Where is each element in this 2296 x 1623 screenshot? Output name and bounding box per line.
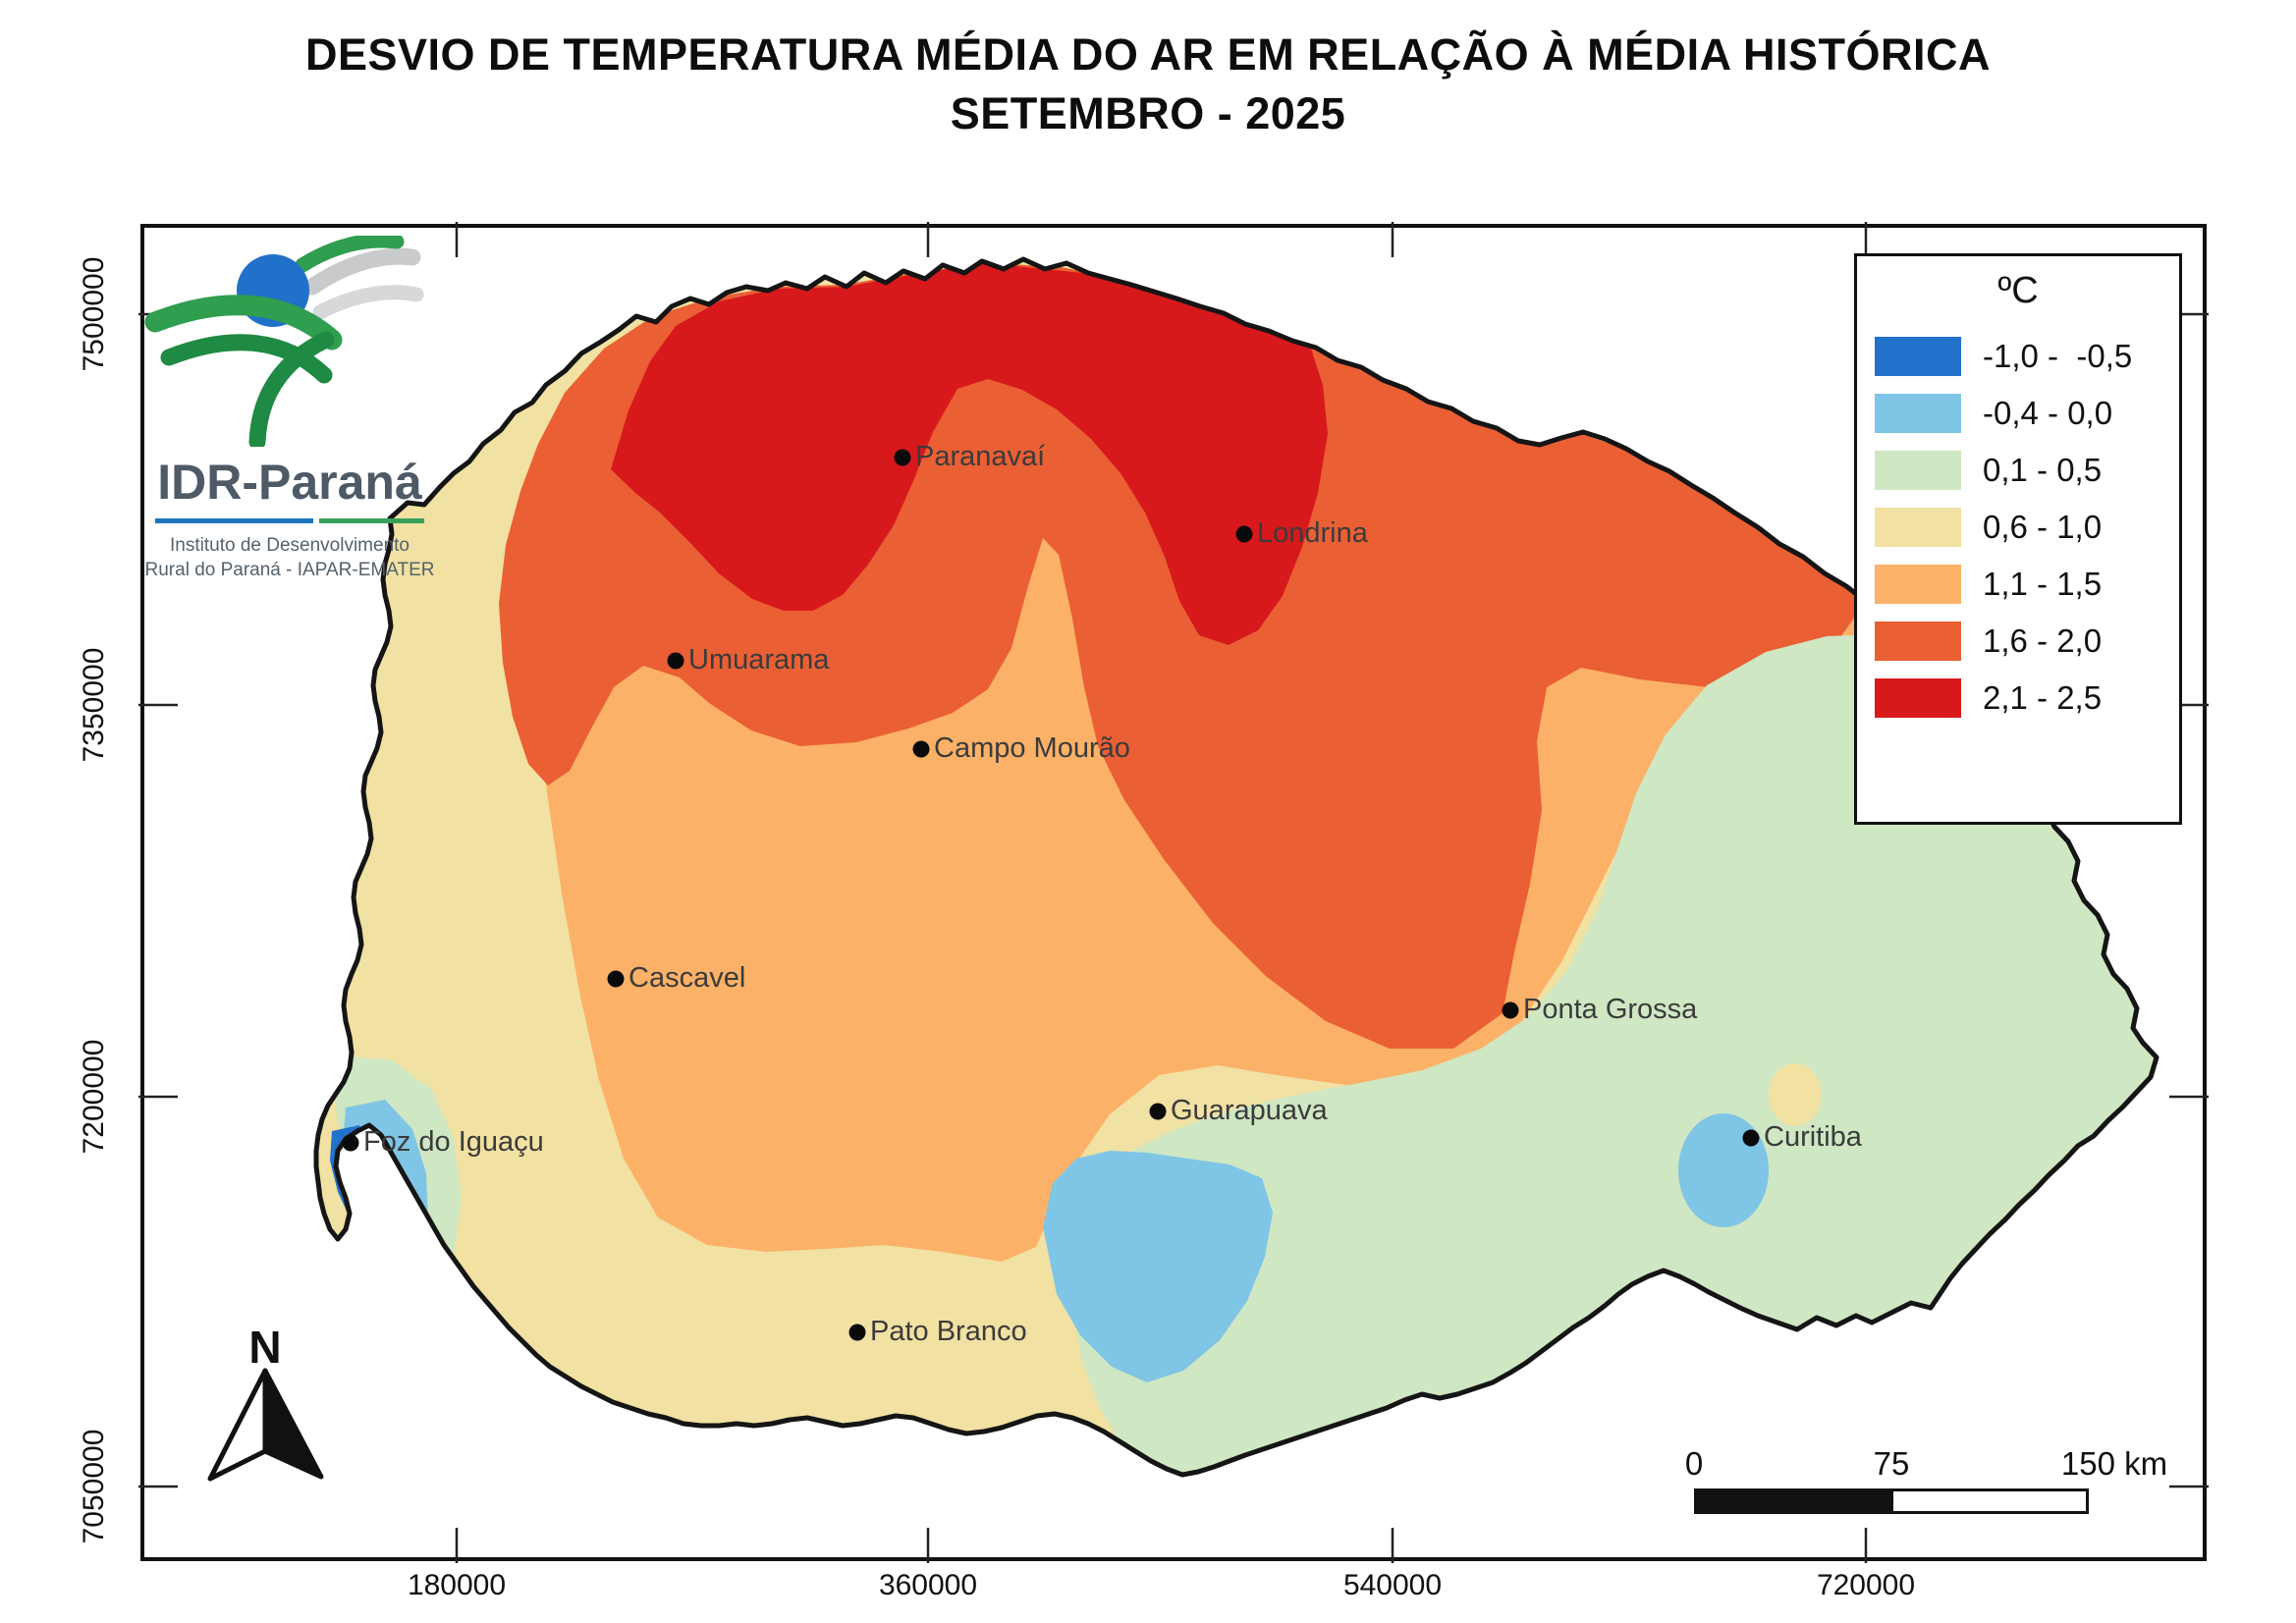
map-title-block: DESVIO DE TEMPERATURA MÉDIA DO AR EM REL…	[0, 26, 2296, 143]
legend-label-5: 1,6 - 2,0	[1983, 622, 2103, 659]
logo-blade-gray-2	[312, 285, 424, 320]
city-label-Paranavaí: Paranavaí	[915, 441, 1045, 472]
city-dot-Foz do Iguaçu	[342, 1134, 359, 1152]
region-green-east	[1072, 634, 2157, 1475]
logo-subtitle-line1: Instituto de Desenvolvimento	[170, 535, 410, 556]
legend-label-3: 0,6 - 1,0	[1983, 509, 2103, 545]
north-arrow: N	[207, 1322, 324, 1482]
city-label-Pato Branco: Pato Branco	[870, 1316, 1027, 1347]
legend-label-1: -0,4 - 0,0	[1983, 395, 2113, 431]
y-axis-label-0: 7500000	[78, 256, 110, 372]
logo-divider	[155, 518, 424, 523]
city-dot-Pato Branco	[848, 1324, 866, 1341]
region-blue-curitiba-blob	[1678, 1113, 1769, 1227]
legend-row-5: 1,6 - 2,0	[1857, 613, 2179, 670]
x-axis-label-2: 540000	[1342, 1569, 1443, 1601]
logo-subtitle-line2: Rural do Paraná - IAPAR-EMATER	[144, 560, 435, 580]
logo-divider-blue	[155, 518, 313, 523]
idr-parana-logo: IDR-Paraná Instituto de Desenvolvimento …	[137, 233, 442, 582]
legend-swatch-4	[1875, 565, 1961, 604]
legend-label-6: 2,1 - 2,5	[1983, 679, 2103, 716]
state-outline	[313, 256, 2159, 1478]
scalebar-label-75: 75	[1873, 1445, 1910, 1482]
y-axis-label-1: 7350000	[78, 647, 110, 763]
legend-swatch-1	[1875, 394, 1961, 433]
city-label-Ponta Grossa: Ponta Grossa	[1523, 994, 1698, 1025]
city-dot-Londrina	[1235, 525, 1253, 543]
legend-label-0: -1,0 - -0,5	[1983, 338, 2133, 374]
y-axis-label-2: 7200000	[78, 1039, 110, 1155]
legend-swatch-5	[1875, 622, 1961, 661]
legend-title: ºC	[1997, 270, 2039, 311]
city-dot-Guarapuava	[1149, 1103, 1167, 1120]
scalebar-label-150: 150 km	[2060, 1445, 2168, 1482]
legend-row-4: 1,1 - 1,5	[1857, 556, 2179, 613]
city-label-Guarapuava: Guarapuava	[1171, 1095, 1328, 1126]
city-label-Cascavel: Cascavel	[629, 962, 745, 994]
x-axis-label-0: 180000	[407, 1569, 507, 1601]
legend-label-4: 1,1 - 1,5	[1983, 566, 2103, 602]
legend-swatch-0	[1875, 337, 1961, 376]
legend-row-0: -1,0 - -0,5	[1857, 328, 2179, 385]
city-dot-Umuarama	[667, 652, 684, 670]
city-dot-Paranavaí	[894, 449, 911, 466]
legend-swatch-6	[1875, 678, 1961, 718]
y-axis-label-3: 7050000	[78, 1429, 110, 1544]
scalebar	[1694, 1488, 2089, 1514]
city-markers: Paranavaí Londrina Umuarama Campo Mourão Cas…	[342, 441, 1863, 1347]
region-yellow-curitiba-blob	[1769, 1063, 1822, 1126]
city-dot-Curitiba	[1742, 1129, 1760, 1147]
city-label-Londrina: Londrina	[1257, 517, 1369, 549]
logo-blade-green-down	[248, 331, 335, 451]
legend-row-6: 2,1 - 2,5	[1857, 670, 2179, 727]
north-arrow-right-half	[262, 1368, 324, 1480]
city-dot-Ponta Grossa	[1502, 1001, 1519, 1019]
legend-label-2: 0,1 - 0,5	[1983, 452, 2103, 488]
x-axis-label-3: 720000	[1816, 1569, 1916, 1601]
legend-rows: -1,0 - -0,5 -0,4 - 0,0 0,1 - 0,5 0,6 - 1,0 1…	[1857, 328, 2179, 727]
city-label-Curitiba: Curitiba	[1764, 1121, 1863, 1153]
map-title-line1: DESVIO DE TEMPERATURA MÉDIA DO AR EM REL…	[304, 29, 1992, 80]
region-red	[611, 263, 1328, 645]
city-label-Campo Mourão: Campo Mourão	[934, 732, 1130, 764]
scalebar-segment-black	[1697, 1491, 1890, 1511]
logo-blade-gray-1	[303, 247, 421, 296]
scalebar-label-0: 0	[1684, 1445, 1704, 1482]
x-axis-label-1: 360000	[878, 1569, 978, 1601]
idr-logo-emblem	[144, 233, 424, 451]
legend-swatch-2	[1875, 451, 1961, 490]
city-dot-Campo Mourão	[912, 740, 930, 758]
legend-swatch-3	[1875, 508, 1961, 547]
city-dot-Cascavel	[607, 970, 625, 988]
logo-name: IDR-Paraná	[157, 455, 422, 510]
scalebar-segment-white	[1889, 1491, 2086, 1511]
logo-divider-green	[318, 518, 424, 523]
legend: ºC -1,0 - -0,5 -0,4 - 0,0 0,1 - 0,5 0,6 - 1…	[1854, 253, 2182, 825]
north-arrow-label: N	[248, 1322, 281, 1373]
logo-blade-green-mid	[160, 334, 333, 384]
legend-row-2: 0,1 - 0,5	[1857, 442, 2179, 499]
legend-row-1: -0,4 - 0,0	[1857, 385, 2179, 442]
city-label-Umuarama: Umuarama	[688, 644, 830, 676]
legend-row-3: 0,6 - 1,0	[1857, 499, 2179, 556]
region-blue-south-center	[1043, 1151, 1273, 1382]
logo-blade-green-top	[295, 233, 405, 273]
city-label-Foz do Iguaçu: Foz do Iguaçu	[363, 1126, 544, 1158]
map-title-line2: SETEMBRO - 2025	[950, 88, 1346, 138]
logo-blade-green-left	[144, 295, 343, 351]
